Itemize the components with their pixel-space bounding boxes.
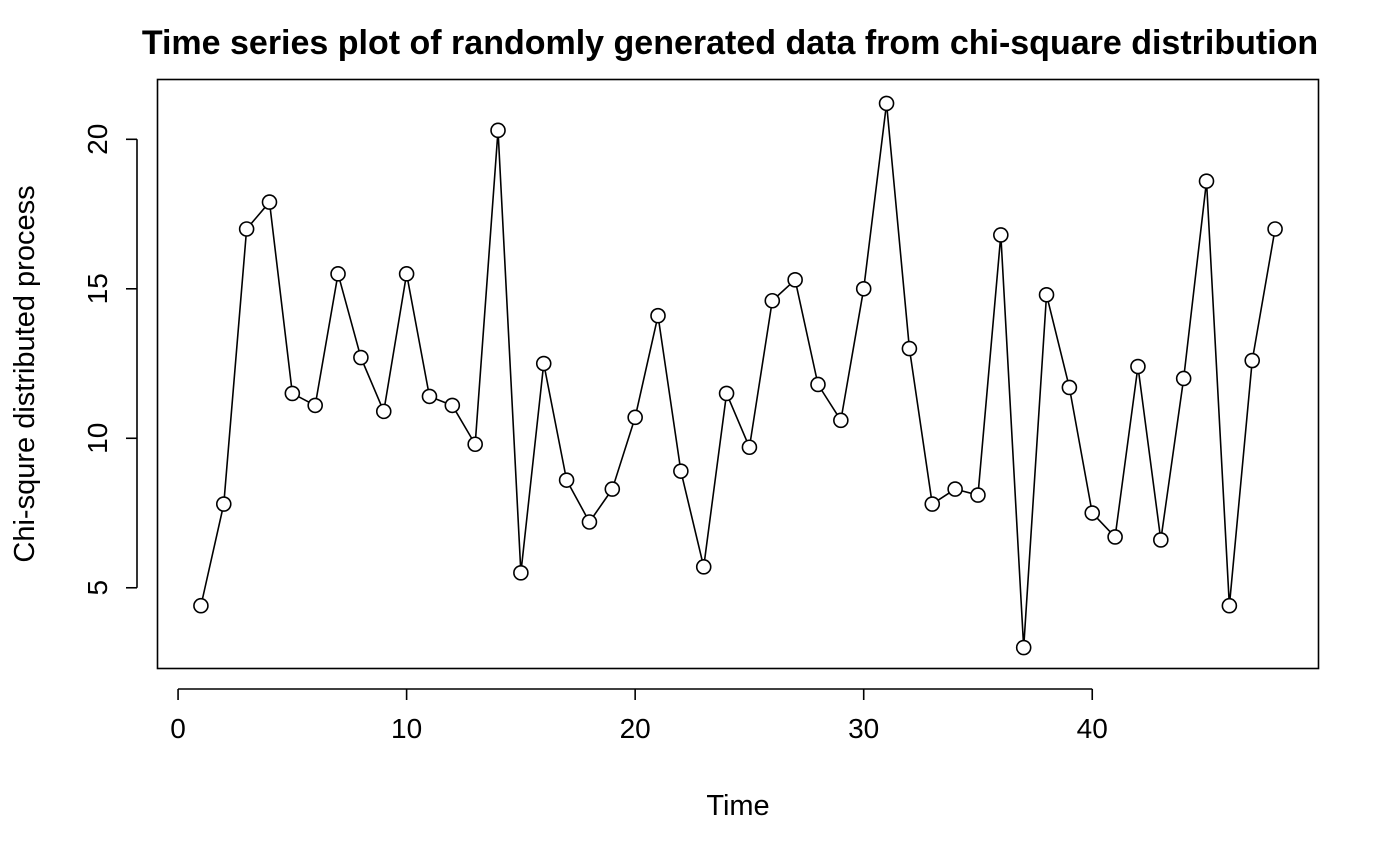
data-point [878, 95, 895, 112]
data-point [627, 409, 643, 426]
data-point [1267, 221, 1283, 237]
data-point [513, 565, 529, 581]
data-point [330, 266, 346, 282]
data-point [1153, 532, 1169, 548]
data-point [353, 349, 369, 366]
data-point [398, 266, 415, 282]
plot-area [193, 95, 1283, 656]
data-point [193, 597, 209, 614]
x-tick-label: 30 [848, 713, 879, 744]
data-point [650, 307, 666, 324]
x-tick-label: 40 [1077, 713, 1108, 744]
x-tick-label: 10 [391, 713, 422, 744]
data-point [787, 272, 803, 288]
data-point [1221, 597, 1238, 614]
data-point [444, 397, 461, 414]
data-point [238, 221, 255, 237]
data-point [810, 376, 826, 393]
data-point [993, 227, 1009, 243]
data-point [261, 194, 278, 210]
data-point [1015, 639, 1032, 656]
data-point [1198, 173, 1215, 189]
data-point [1084, 505, 1101, 521]
y-axis: 5 10 15 20 [82, 124, 138, 596]
data-point [947, 481, 963, 497]
data-point [284, 385, 301, 402]
data-point [1061, 379, 1078, 396]
data-point [604, 481, 621, 497]
y-axis-label: Chi-squre distributed process [9, 185, 41, 562]
data-point [307, 397, 323, 414]
y-tick-label: 20 [82, 124, 113, 155]
data-point [1038, 286, 1055, 303]
data-point [1130, 358, 1146, 375]
data-point [855, 280, 872, 297]
series-line [201, 110, 1275, 641]
y-tick-label: 15 [82, 273, 113, 304]
data-point [467, 436, 483, 453]
data-point [535, 355, 552, 372]
data-point [901, 340, 918, 357]
data-point [490, 122, 506, 139]
x-axis: 0 10 20 30 40 [170, 688, 1108, 744]
data-point [741, 439, 758, 456]
data-point [718, 385, 735, 402]
data-point [558, 472, 575, 488]
y-tick-label: 5 [82, 580, 113, 596]
data-point [695, 559, 712, 575]
data-point [1244, 352, 1261, 369]
data-point [375, 403, 392, 420]
data-point [764, 292, 781, 309]
data-point [581, 514, 598, 530]
chart-title: Time series plot of randomly generated d… [142, 24, 1318, 62]
x-axis-label: Time [706, 790, 769, 822]
data-point [421, 388, 438, 405]
data-point [833, 412, 849, 429]
data-point [1175, 370, 1192, 387]
x-tick-label: 0 [170, 713, 186, 744]
data-point [1107, 529, 1123, 545]
y-tick-label: 10 [82, 423, 113, 454]
data-point [924, 496, 941, 512]
data-point [215, 496, 232, 512]
plot-frame [156, 78, 1320, 670]
data-point [970, 487, 986, 503]
x-tick-label: 20 [620, 713, 651, 744]
data-point [673, 463, 689, 479]
